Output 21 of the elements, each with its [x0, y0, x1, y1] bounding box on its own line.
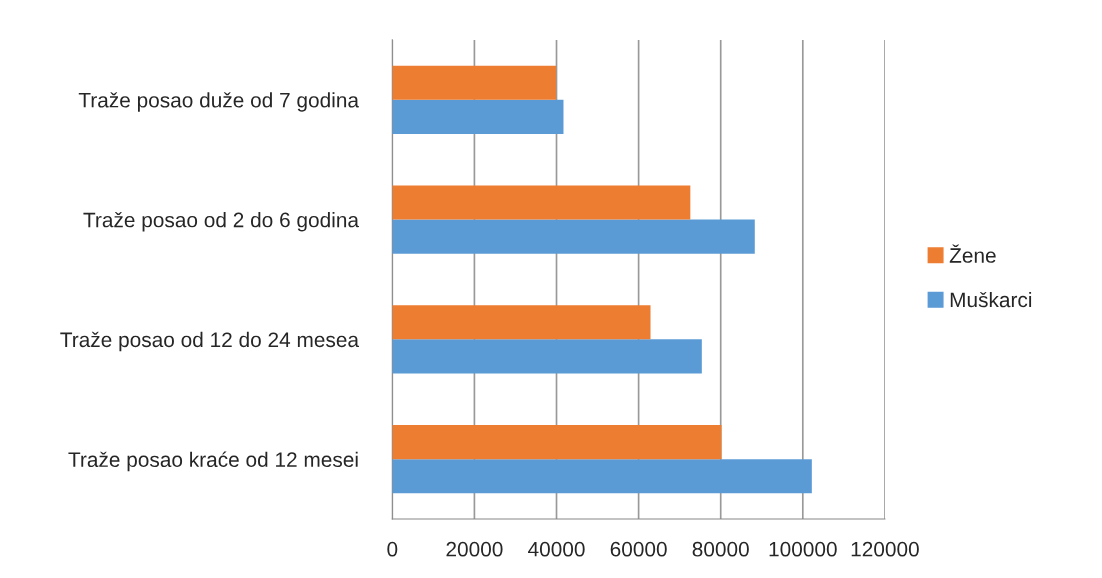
x-tick-label: 100000 — [769, 541, 837, 557]
bar — [392, 65, 557, 100]
bar — [392, 99, 564, 134]
y-tick-label: Traže posao duže od 7 godina — [78, 92, 359, 112]
bar — [392, 305, 651, 340]
bar — [392, 425, 722, 460]
bar — [392, 185, 691, 220]
y-tick-label: Traže posao kraće od 12 mesei — [68, 451, 358, 472]
y-tick-label: Traže posao od 2 do 6 godina — [83, 211, 359, 232]
legend-label: Muškarci — [950, 291, 1032, 308]
bar — [392, 459, 812, 494]
x-tick-label: 40000 — [528, 541, 585, 557]
bar — [392, 339, 702, 374]
x-tick-label: 0 — [387, 541, 398, 557]
bar — [392, 219, 755, 254]
x-tick-label: 60000 — [610, 541, 667, 557]
legend-label: Žene — [949, 244, 996, 263]
x-tick-label: 20000 — [446, 541, 503, 557]
x-tick-label: 80000 — [692, 541, 749, 557]
y-tick-label: Traže posao od 12 do 24 mesea — [60, 331, 359, 352]
x-tick-label: 120000 — [851, 541, 919, 557]
